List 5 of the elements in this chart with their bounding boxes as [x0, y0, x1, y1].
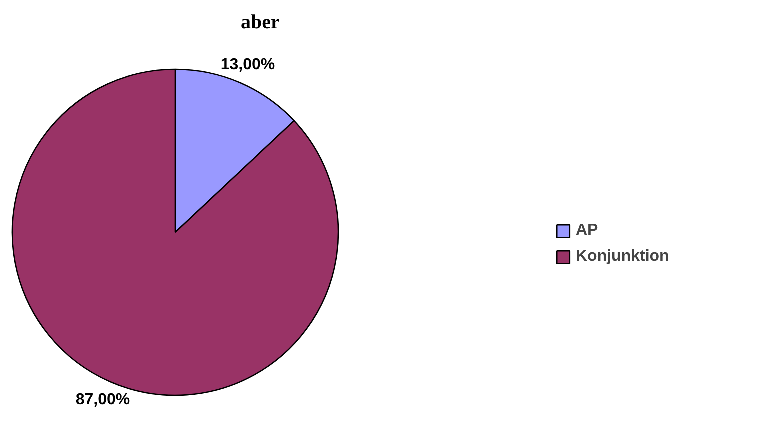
legend-label: AP [576, 222, 598, 240]
data-label: 87,00% [76, 392, 130, 409]
chart-title: aber [241, 12, 280, 34]
data-label: 13,00% [220, 56, 276, 74]
legend-label: Konjunktion [576, 248, 670, 266]
